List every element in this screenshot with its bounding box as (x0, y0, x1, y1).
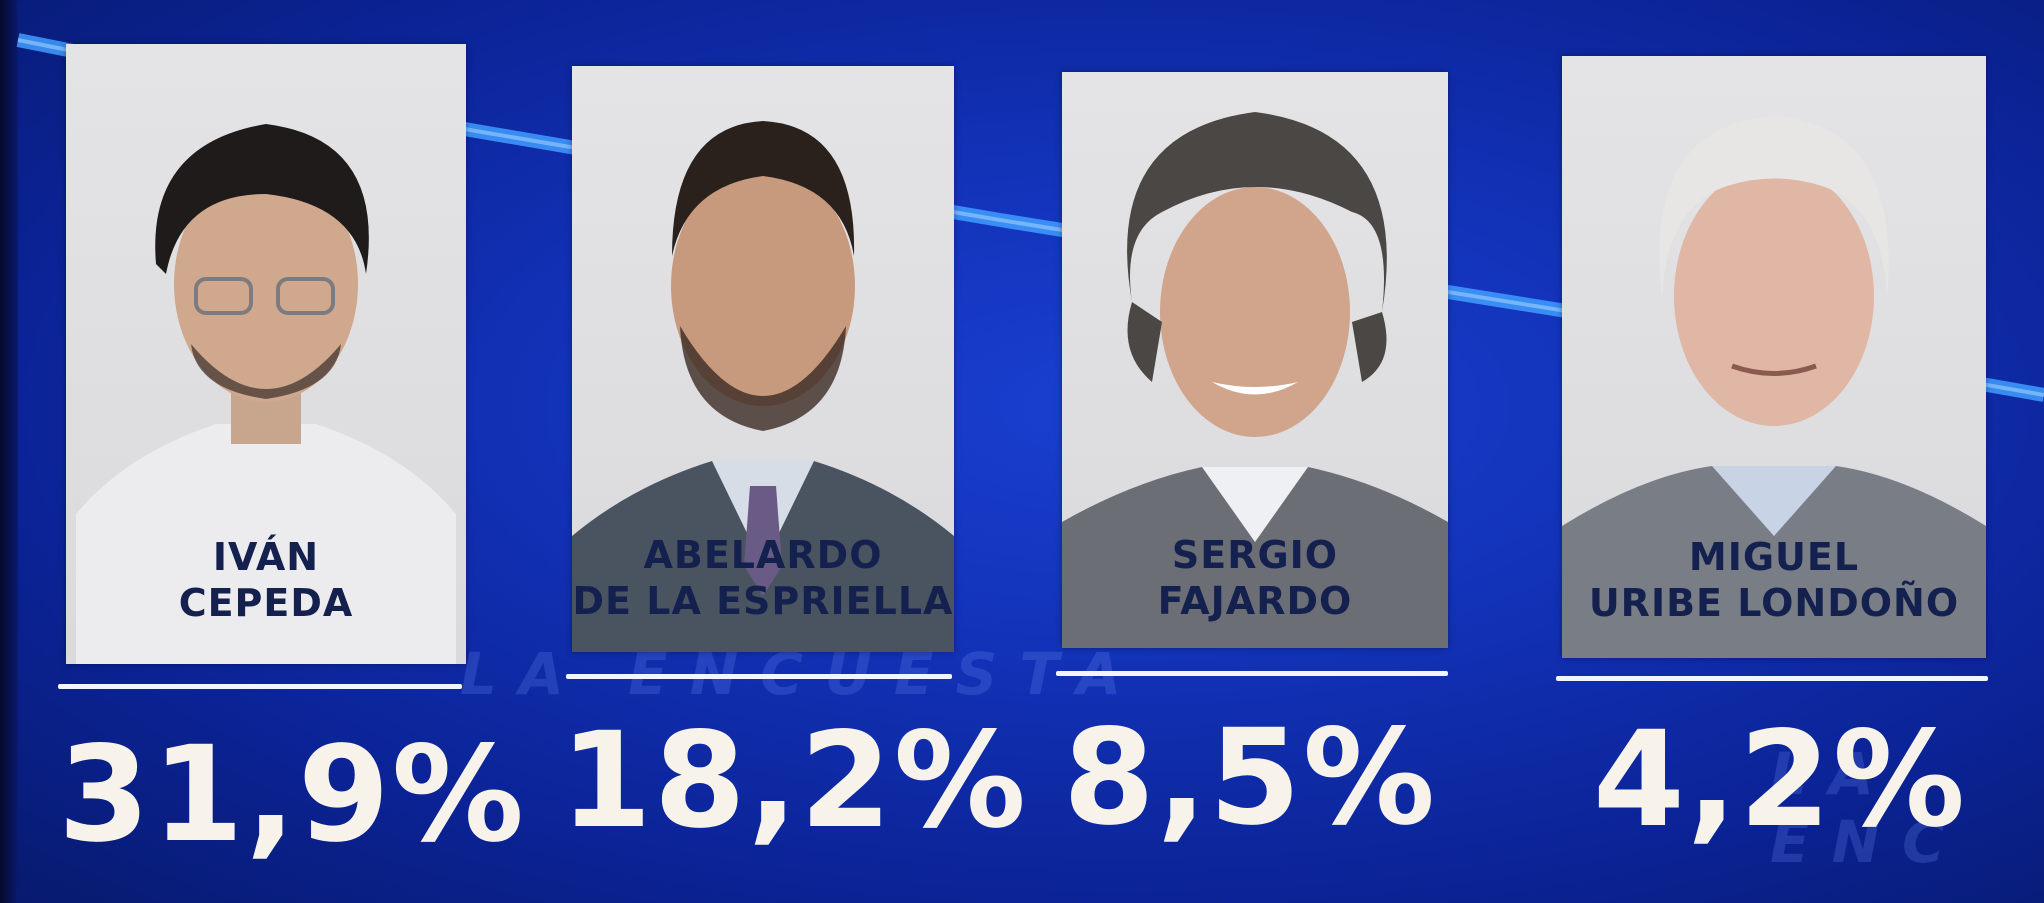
candidate-last-name: DE LA ESPRIELLA (572, 579, 954, 623)
candidate-card: IVÁN CEPEDA (66, 44, 466, 664)
candidate-name: IVÁN CEPEDA (66, 534, 466, 626)
candidate-first-name: SERGIO (1171, 533, 1339, 577)
candidate-first-name: IVÁN (212, 535, 320, 579)
candidate-card: ABELARDO DE LA ESPRIELLA (572, 66, 954, 652)
candidate-divider (566, 674, 952, 679)
candidate-divider (58, 684, 462, 689)
background-watermark: LA ENC (1770, 740, 1967, 876)
candidate-name: ABELARDO DE LA ESPRIELLA (572, 532, 954, 624)
candidate-percentage: 18,2% (560, 704, 1028, 858)
candidate-portrait (1062, 112, 1448, 648)
candidate-portrait (76, 124, 456, 664)
candidate-portrait (572, 121, 954, 652)
candidate-name: SERGIO FAJARDO (1062, 532, 1448, 624)
candidate-card: SERGIO FAJARDO (1062, 72, 1448, 648)
candidate-percentage: 8,5% (1062, 701, 1438, 855)
candidate-divider (1556, 676, 1988, 681)
tv-bezel (0, 0, 18, 903)
candidate-first-name: ABELARDO (643, 533, 883, 577)
candidate-name: MIGUEL URIBE LONDOÑO (1562, 534, 1986, 626)
candidate-percentage: 31,9% (58, 718, 526, 872)
candidate-card: MIGUEL URIBE LONDOÑO (1562, 56, 1986, 658)
candidate-last-name: CEPEDA (178, 581, 354, 625)
candidate-last-name: URIBE LONDOÑO (1588, 581, 1960, 625)
candidate-portrait (1562, 116, 1986, 658)
candidate-first-name: MIGUEL (1688, 535, 1860, 579)
candidate-divider (1056, 671, 1448, 676)
candidate-last-name: FAJARDO (1157, 579, 1353, 623)
candidate-percentage: 4,2% (1592, 703, 1968, 857)
